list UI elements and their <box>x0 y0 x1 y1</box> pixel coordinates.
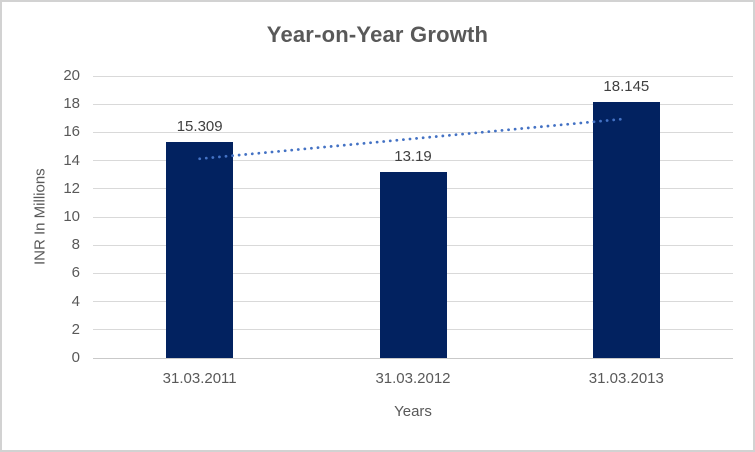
bar-31.03.2013 <box>592 102 660 358</box>
gridline <box>93 103 733 105</box>
data-label: 13.19 <box>394 148 432 166</box>
bar-31.03.2011 <box>166 142 234 358</box>
y-tick-label: 0 <box>71 349 80 366</box>
x-tick-label: 31.03.2011 <box>162 370 237 387</box>
y-tick-label: 8 <box>71 236 80 254</box>
y-tick-label: 18 <box>63 95 80 113</box>
x-tick-label: 31.03.2012 <box>375 370 451 387</box>
plot-area: 15.309 13.19 18.145 <box>93 75 733 359</box>
y-tick-label: 20 <box>63 67 80 84</box>
y-tick-label: 6 <box>71 264 80 282</box>
x-axis-title: Years <box>394 403 432 420</box>
y-tick-label: 2 <box>71 320 80 338</box>
gridline <box>93 160 733 162</box>
data-label: 18.145 <box>603 78 650 96</box>
y-tick-label: 4 <box>71 292 80 310</box>
chart-title: Year-on-Year Growth <box>266 22 489 47</box>
y-tick-label: 16 <box>63 123 80 141</box>
data-label: 15.309 <box>176 118 223 136</box>
y-axis-ticks: 0 2 4 6 8 10 12 14 16 18 20 <box>2 67 80 366</box>
y-tick-label: 10 <box>63 208 80 225</box>
bar-31.03.2012 <box>379 172 447 358</box>
x-tick-label: 31.03.2013 <box>588 370 664 387</box>
trendline <box>198 117 628 161</box>
x-axis-labels: 31.03.2011 31.03.2012 31.03.2013 <box>93 370 733 388</box>
y-tick-label: 12 <box>63 179 80 197</box>
gridline <box>93 131 733 133</box>
y-tick-label: 14 <box>63 151 80 169</box>
x-axis-line <box>93 357 733 359</box>
gridline <box>93 75 733 77</box>
